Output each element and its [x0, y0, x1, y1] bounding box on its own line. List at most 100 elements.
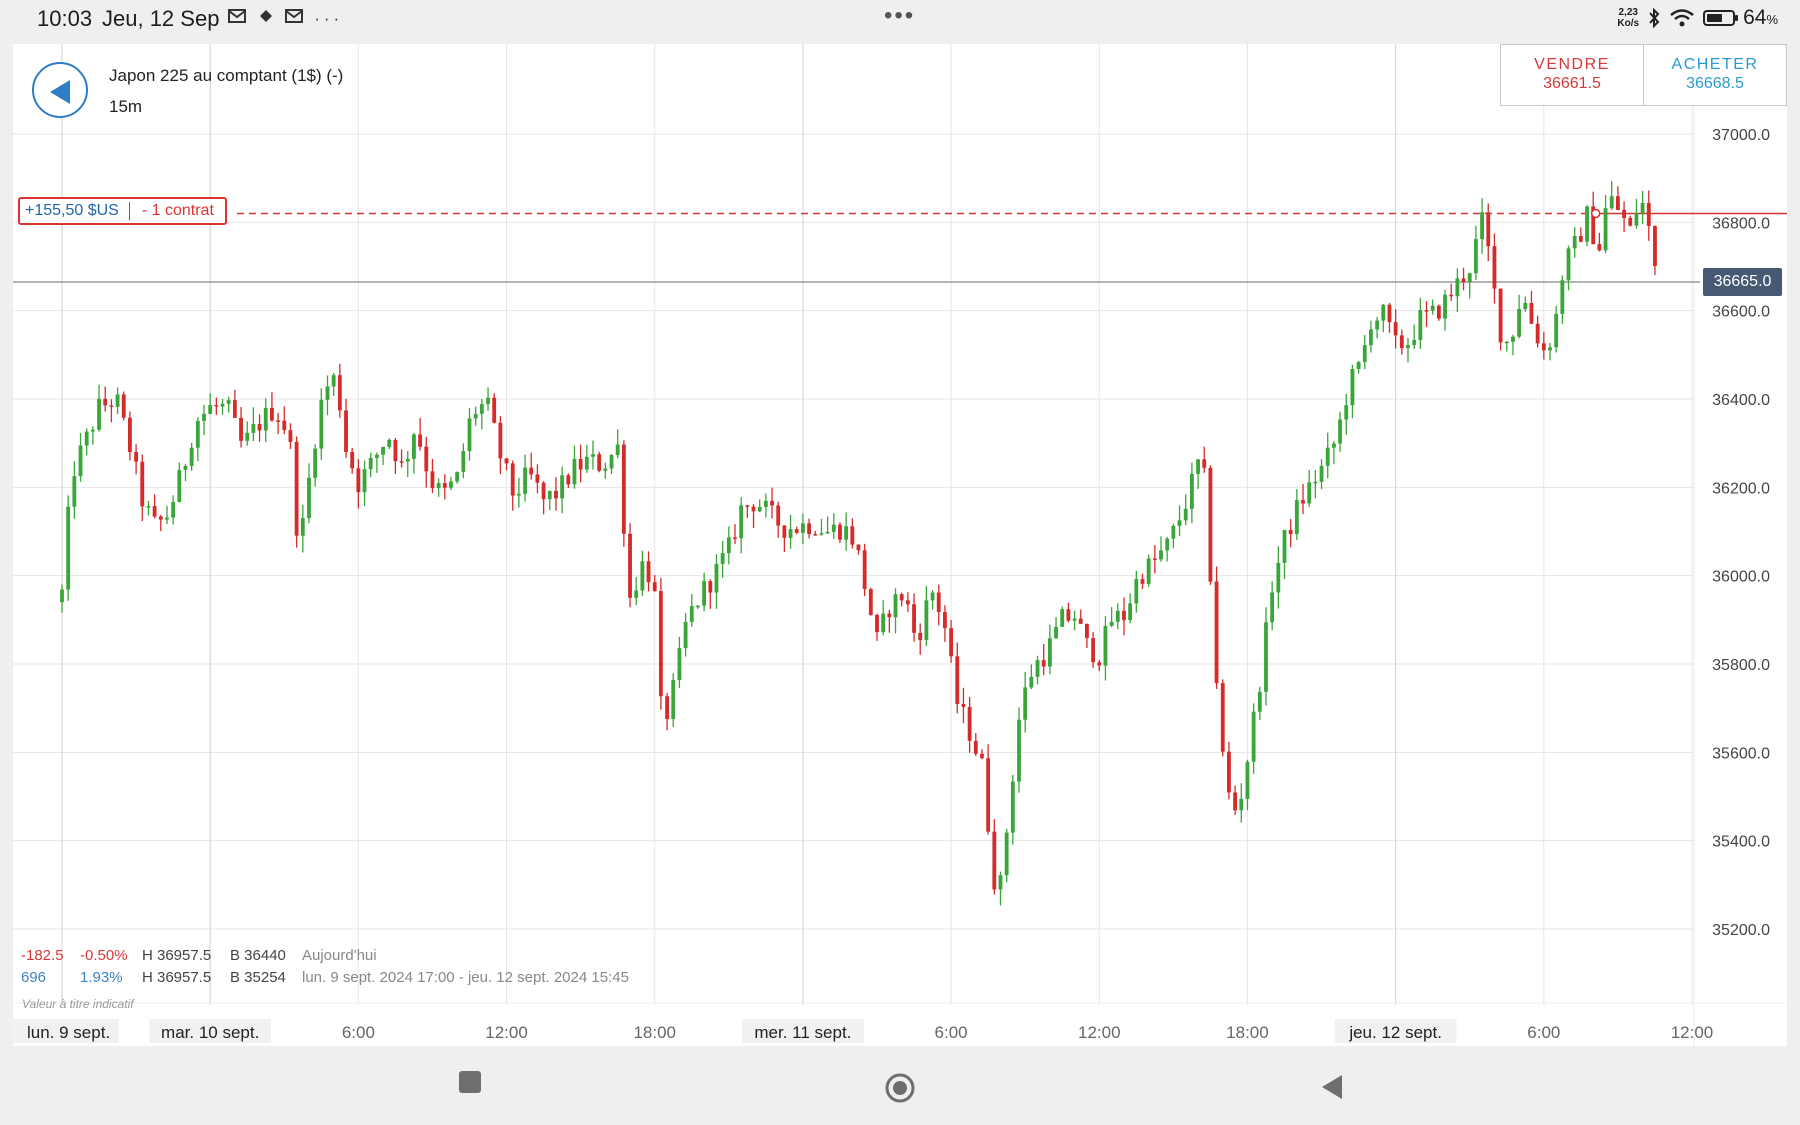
recent-apps-icon[interactable] — [458, 1070, 482, 1094]
candle-body — [146, 506, 151, 508]
high-range: H 36957.5 — [142, 969, 212, 986]
candle-body — [1517, 309, 1522, 337]
candle-body — [455, 471, 460, 482]
x-tick-background — [149, 1019, 272, 1043]
candle-body — [881, 613, 886, 633]
candle-body — [1585, 206, 1589, 242]
buy-price: 36668.5 — [1686, 75, 1744, 92]
candle-body — [763, 500, 768, 507]
system-indicators: 2,23 Ko/s 64% — [1617, 6, 1778, 30]
candle-body — [183, 465, 188, 470]
candle-body — [115, 394, 120, 407]
candle-body — [1307, 482, 1312, 504]
candle-body — [986, 758, 991, 832]
candle-body — [442, 483, 447, 488]
y-tick-label: 35400.0 — [1712, 834, 1770, 851]
sell-price: 36661.5 — [1543, 75, 1601, 92]
candle-body — [362, 469, 367, 493]
candle-body — [1455, 278, 1460, 297]
candle-body — [782, 525, 787, 538]
y-tick-label: 35600.0 — [1712, 745, 1770, 762]
candle-body — [652, 582, 657, 592]
candle-body — [1047, 638, 1052, 667]
candle-body — [1251, 711, 1256, 762]
high-today: H 36957.5 — [142, 947, 212, 964]
candle-body — [1492, 246, 1497, 289]
candle-body — [300, 518, 305, 536]
candle-body — [702, 581, 707, 606]
x-tick-background — [13, 1019, 119, 1043]
stats-range: 696 1.93% H 36957.5 B 35254 lun. 9 sept.… — [21, 969, 629, 986]
candle-body — [1535, 323, 1540, 344]
candle-body — [998, 875, 1003, 890]
candle-body — [239, 417, 243, 441]
candle-body — [708, 581, 713, 593]
candle-body — [757, 506, 762, 512]
candle-body — [498, 422, 503, 459]
more-icon[interactable]: ••• — [884, 2, 916, 29]
candle-body — [961, 703, 966, 707]
candle-body — [294, 441, 299, 536]
candle-body — [584, 456, 589, 470]
candle-body — [492, 397, 497, 423]
candle-body — [257, 423, 262, 431]
candle-body — [1035, 660, 1040, 677]
y-tick-label: 36000.0 — [1712, 569, 1770, 586]
y-tick-label: 36200.0 — [1712, 480, 1770, 497]
candle-body — [214, 405, 219, 407]
candle-body — [1220, 683, 1225, 752]
candle-body — [1134, 579, 1139, 604]
candle-body — [720, 553, 725, 564]
position-separator — [128, 202, 130, 220]
candle-body — [572, 459, 577, 485]
timeframe-label[interactable]: 15m — [109, 97, 143, 116]
position-tag[interactable]: +155,50 $US - 1 contrat — [18, 197, 227, 225]
candle-body — [1548, 347, 1552, 351]
candle-body — [1529, 302, 1534, 324]
x-tick-label: 18:00 — [1226, 1023, 1269, 1042]
candle-body — [628, 533, 632, 598]
candle-body — [165, 517, 169, 520]
candle-body — [566, 475, 571, 485]
candle-body — [1109, 621, 1114, 626]
home-icon[interactable] — [884, 1072, 916, 1104]
date: Jeu, 12 Sep — [102, 6, 220, 31]
candle-body — [393, 439, 398, 462]
candle-body — [813, 533, 818, 536]
mail-icon — [285, 9, 304, 23]
candle-body — [152, 506, 157, 517]
back-button[interactable] — [32, 62, 88, 118]
candle-body — [1004, 832, 1009, 876]
mail-icon — [228, 9, 246, 23]
buy-label: ACHETER — [1671, 56, 1759, 73]
x-tick-label: lun. 9 sept. — [27, 1023, 110, 1042]
candle-body — [621, 444, 626, 534]
sell-button[interactable]: VENDRE 36661.5 — [1501, 45, 1643, 105]
candle-body — [1653, 225, 1657, 267]
candle-body — [868, 589, 873, 615]
candlestick-chart[interactable]: 37000.0 36800.0 36600.0 36400.0 36200.0 36000… — [13, 44, 1787, 1046]
buy-button[interactable]: ACHETER 36668.5 — [1643, 45, 1786, 105]
notification-icon — [259, 10, 272, 22]
candle-body — [1424, 310, 1429, 312]
candle-body — [529, 467, 534, 475]
candle-body — [387, 439, 392, 447]
candle-body — [424, 446, 429, 472]
candle-body — [696, 605, 700, 608]
candle-body — [825, 531, 830, 534]
candle-body — [276, 420, 281, 422]
candle-body — [1572, 236, 1577, 249]
back-nav-icon[interactable] — [1320, 1074, 1344, 1100]
candle-body — [1239, 798, 1244, 811]
candle-body — [1393, 322, 1398, 336]
bluetooth-icon — [1649, 7, 1660, 29]
candle-body — [1189, 473, 1194, 509]
disclaimer: Valeur à titre indicatif — [22, 997, 134, 1011]
y-tick-label: 37000.0 — [1712, 127, 1770, 144]
candle-body — [368, 457, 373, 470]
candle-body — [1511, 336, 1515, 342]
candle-body — [1615, 196, 1620, 210]
chart-panel[interactable]: 37000.0 36800.0 36600.0 36400.0 36200.0 36000… — [13, 44, 1787, 1046]
candle-body — [887, 613, 892, 618]
candle-body — [1461, 278, 1466, 283]
